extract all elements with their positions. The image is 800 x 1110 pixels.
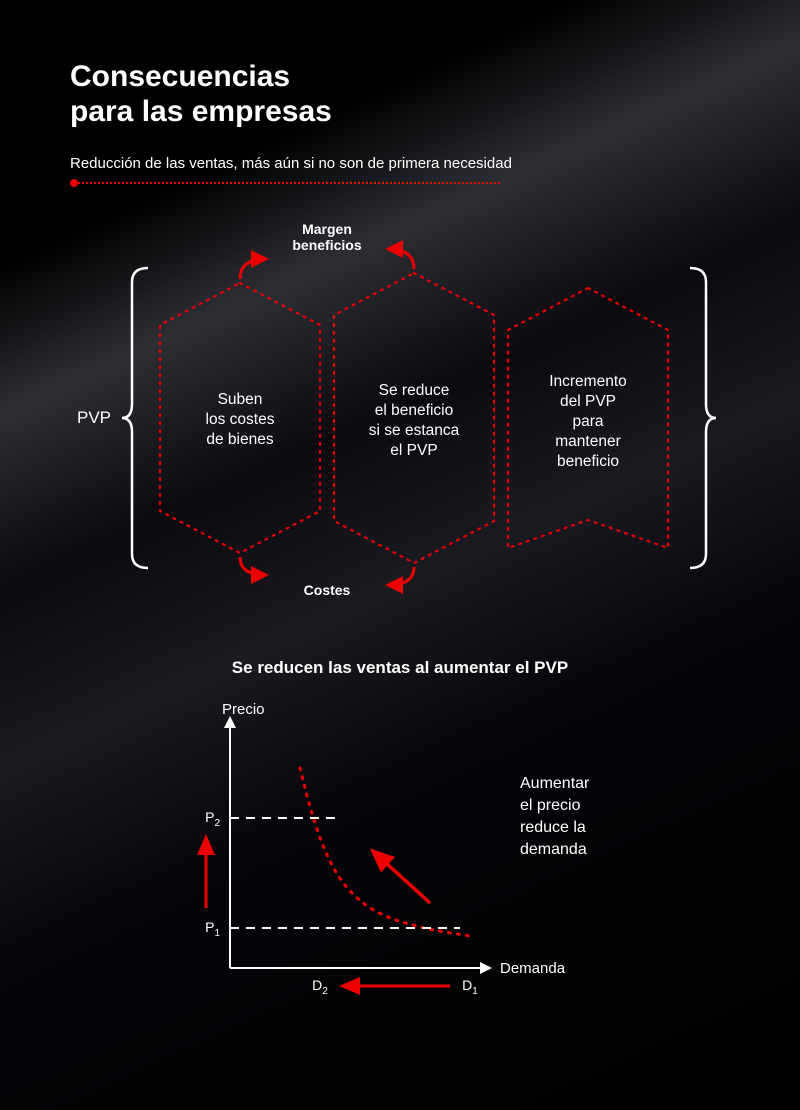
divider (70, 178, 500, 188)
svg-text:Incrementodel PVPparamantenerb: Incrementodel PVPparamantenerbeneficio (549, 373, 627, 470)
hexagon-diagram: PVPPVP2Subenlos costesde bienesSe reduce… (70, 208, 730, 628)
title-line-2: para las empresas (70, 95, 332, 128)
svg-text:Costes: Costes (304, 582, 351, 598)
svg-text:Se reduceel beneficiosi se est: Se reduceel beneficiosi se estancael PVP (369, 382, 460, 459)
svg-text:Demanda: Demanda (500, 960, 566, 977)
svg-text:PVP: PVP (77, 408, 111, 427)
chart-svg: Precio Demanda P2 P1 D2 D1 Aumentarel preciore… (140, 698, 660, 1018)
hexagon-svg: PVPPVP2Subenlos costesde bienesSe reduce… (70, 208, 730, 628)
demand-chart: Precio Demanda P2 P1 D2 D1 Aumentarel preciore… (70, 698, 730, 1018)
svg-text:P2: P2 (205, 809, 220, 829)
svg-text:D2: D2 (312, 977, 328, 997)
svg-text:Margenbeneficios: Margenbeneficios (292, 221, 361, 253)
svg-text:P1: P1 (205, 919, 220, 939)
divider-line (73, 182, 500, 184)
svg-text:Aumentarel precioreduce ladema: Aumentarel precioreduce lademanda (520, 775, 590, 858)
title-line-1: Consecuencias (70, 60, 290, 93)
svg-text:Subenlos costesde bienes: Subenlos costesde bienes (206, 391, 275, 448)
svg-text:D1: D1 (462, 977, 478, 997)
content-container: Consecuencias para las empresas Reducció… (0, 0, 800, 1058)
main-title: Consecuencias para las empresas (70, 60, 730, 129)
subtitle: Reducción de las ventas, más aún si no s… (70, 155, 730, 172)
chart-title: Se reducen las ventas al aumentar el PVP (70, 658, 730, 678)
svg-text:Precio: Precio (222, 701, 265, 718)
